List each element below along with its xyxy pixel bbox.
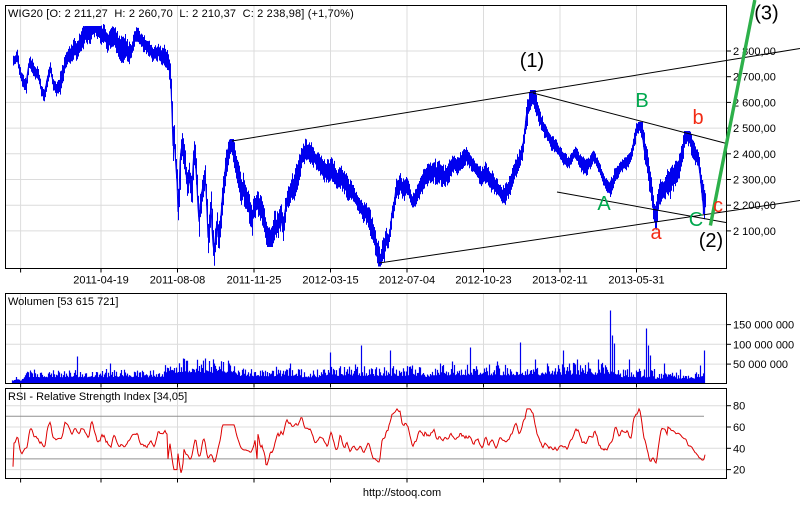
svg-text:(3): (3) [754,3,778,25]
svg-text:WIG20 [O: 2 211,27 H: 2 260,7: WIG20 [O: 2 211,27 H: 2 260,70 L: 2 210,… [8,8,354,20]
svg-text:(2): (2) [699,230,723,252]
svg-text:a: a [650,222,662,244]
svg-text:2012-07-04: 2012-07-04 [379,275,435,287]
svg-text:2 200,00: 2 200,00 [733,200,776,212]
svg-text:RSI - Relative Strength Index: RSI - Relative Strength Index [34,05] [8,391,187,403]
svg-text:2013-05-31: 2013-05-31 [608,275,664,287]
svg-text:2 500,00: 2 500,00 [733,123,776,135]
svg-text:2013-02-11: 2013-02-11 [532,275,587,287]
svg-text:2012-03-15: 2012-03-15 [302,275,358,287]
svg-text:50 000 000: 50 000 000 [733,359,788,371]
svg-text:b: b [692,107,703,129]
svg-text:B: B [635,90,648,112]
svg-text:60: 60 [733,422,745,434]
svg-text:2011-04-19: 2011-04-19 [73,275,128,287]
svg-text:C: C [689,209,703,231]
svg-text:150 000 000: 150 000 000 [733,320,794,332]
svg-text:Wolumen [53 615 721]: Wolumen [53 615 721] [8,296,118,308]
svg-text:40: 40 [733,443,745,455]
svg-text:http://stooq.com: http://stooq.com [363,487,441,499]
svg-text:2011-11-25: 2011-11-25 [227,275,282,287]
svg-text:A: A [597,193,611,215]
svg-text:2 100,00: 2 100,00 [733,226,776,238]
svg-text:2 300,00: 2 300,00 [733,175,776,187]
svg-text:20: 20 [733,465,745,477]
svg-text:2011-08-08: 2011-08-08 [150,275,205,287]
svg-text:2012-10-23: 2012-10-23 [455,275,511,287]
svg-text:c: c [713,195,723,217]
svg-text:2 400,00: 2 400,00 [733,149,776,161]
svg-text:(1): (1) [520,50,544,72]
svg-text:80: 80 [733,401,745,413]
svg-text:2 700,00: 2 700,00 [733,72,776,84]
svg-text:100 000 000: 100 000 000 [733,339,794,351]
svg-text:2 600,00: 2 600,00 [733,97,776,109]
